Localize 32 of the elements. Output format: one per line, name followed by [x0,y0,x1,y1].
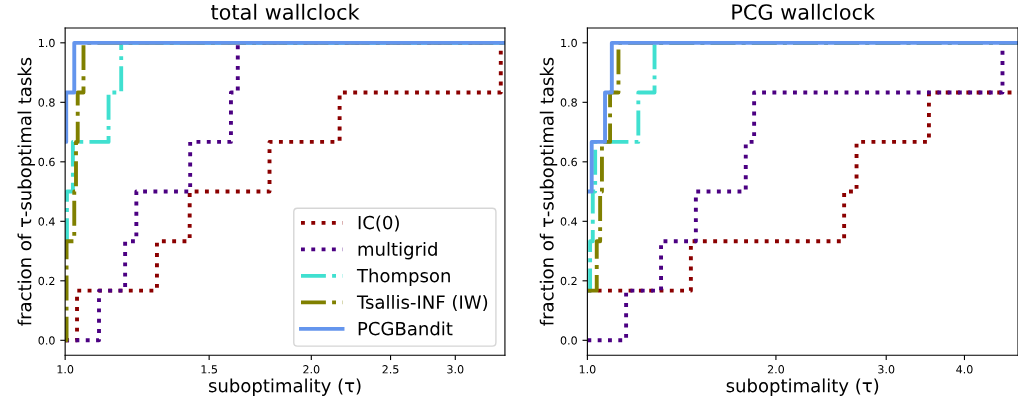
y-axis-title: fraction of τ-suboptimal tasks [17,57,35,326]
y-tick-label: 0.0 [38,336,55,345]
y-tick-label: 0.6 [560,157,577,167]
y-tick-label: 0.2 [38,276,55,286]
x-tick-label: 2.0 [303,365,320,374]
x-tick-label: 3.0 [447,365,464,374]
legend-label: PCGBandit [358,321,453,336]
x-axis-title: suboptimality (τ) [726,378,879,396]
y-tick-label: 1.0 [561,38,577,48]
chart-title: PCG wallclock [732,3,876,20]
chart-title: total wallclock [211,3,360,20]
x-tick-label: 1.0 [579,365,596,374]
y-axis-title: fraction of τ-suboptimal tasks [539,57,558,326]
legend-label: IC(0) [358,215,399,232]
x-tick-label: 1.0 [57,365,74,374]
legend-label: Thompson [356,268,450,286]
y-tick-label: 0.0 [560,336,577,345]
x-axis-title: suboptimality (τ) [208,378,361,396]
y-tick-label: 0.8 [560,98,577,107]
legend-label: multigrid [358,241,437,260]
x-tick-label: 4.0 [956,365,973,374]
x-tick-label: 2.0 [767,365,785,374]
legend-label: Tsallis-INF (IW) [356,294,488,312]
y-tick-label: 0.4 [560,217,578,226]
y-tick-label: 0.8 [38,98,55,107]
y-tick-label: 0.6 [38,157,55,167]
x-tick-label: 1.5 [201,365,218,374]
y-tick-label: 0.4 [38,217,55,226]
y-tick-label: 1.0 [38,38,55,48]
x-tick-label: 2.5 [382,365,399,374]
y-tick-label: 0.2 [560,276,577,286]
x-tick-label: 3.0 [878,365,895,374]
